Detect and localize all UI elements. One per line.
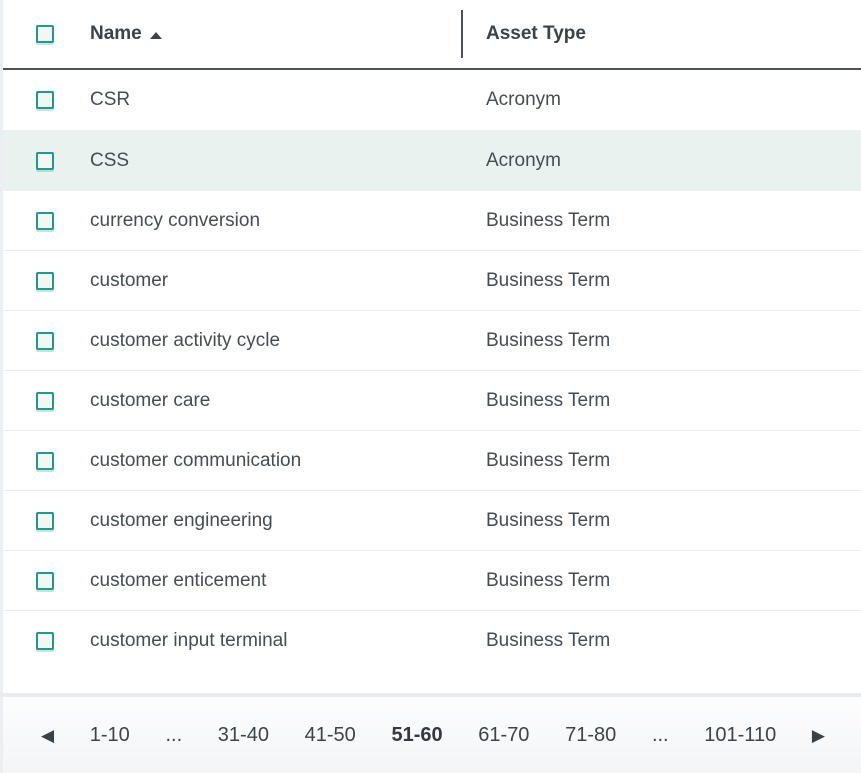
table-row[interactable]: customer care Business Term [3, 370, 861, 430]
row-name-cell[interactable]: customer engineering [90, 510, 461, 532]
asset-name: CSS [90, 149, 130, 171]
page-range-item[interactable]: 61-70 [478, 723, 530, 746]
row-checkbox-cell [3, 571, 90, 590]
column-header-name[interactable]: Name [90, 23, 461, 45]
select-all-checkbox[interactable] [36, 25, 54, 43]
row-checkbox[interactable] [36, 151, 54, 170]
asset-type: Business Term [486, 449, 611, 471]
row-checkbox[interactable] [36, 91, 54, 109]
asset-name: customer activity cycle [90, 329, 281, 351]
table-row[interactable]: customer activity cycle Business Term [3, 310, 861, 370]
row-checkbox[interactable] [36, 211, 54, 230]
row-name-cell[interactable]: currency conversion [90, 210, 461, 232]
page-range-item[interactable]: 71-80 [565, 723, 617, 746]
row-checkbox[interactable] [36, 511, 54, 530]
asset-name: customer input terminal [90, 629, 288, 651]
row-asset-type-cell: Business Term [461, 570, 861, 592]
row-asset-type-cell: Acronym [461, 150, 861, 172]
footer-gap [3, 670, 861, 693]
row-checkbox-cell [3, 331, 90, 350]
row-checkbox[interactable] [36, 391, 54, 410]
row-asset-type-cell: Acronym [461, 89, 861, 111]
asset-type: Business Term [486, 209, 611, 231]
asset-type: Business Term [486, 569, 611, 591]
row-checkbox-cell [3, 271, 90, 290]
row-name-cell[interactable]: customer enticement [90, 570, 461, 592]
sort-ascending-icon [149, 31, 162, 39]
row-name-cell[interactable]: customer [90, 270, 461, 292]
page-ellipsis: ... [165, 723, 183, 746]
row-asset-type-cell: Business Term [461, 330, 861, 352]
table-row[interactable]: customer engineering Business Term [3, 490, 861, 550]
page-range-item[interactable]: 51-60 [391, 723, 443, 746]
table-row[interactable]: currency conversion Business Term [3, 190, 861, 250]
row-asset-type-cell: Business Term [461, 450, 861, 472]
column-divider [461, 10, 463, 58]
next-page-icon[interactable]: ▶ [811, 725, 825, 745]
row-checkbox-cell [3, 511, 90, 530]
table-body: CSR Acronym CSS Acronym currency convers… [3, 70, 861, 670]
table-row[interactable]: customer Business Term [3, 250, 861, 310]
row-asset-type-cell: Business Term [461, 630, 861, 652]
header-checkbox-cell [3, 25, 90, 43]
row-checkbox-cell [3, 451, 90, 470]
row-name-cell[interactable]: CSR [90, 89, 461, 111]
row-checkbox[interactable] [36, 571, 54, 590]
asset-type: Acronym [486, 89, 561, 110]
table-row[interactable]: CSS Acronym [3, 130, 861, 190]
page-ellipsis: ... [651, 723, 669, 746]
column-header-asset-type[interactable]: Asset Type [461, 23, 861, 45]
row-name-cell[interactable]: customer input terminal [90, 630, 461, 652]
previous-page-icon[interactable]: ◀ [41, 725, 55, 745]
asset-type: Acronym [486, 149, 561, 171]
asset-type: Business Term [486, 389, 611, 411]
row-checkbox[interactable] [36, 631, 54, 650]
row-checkbox-cell [3, 211, 90, 230]
table-header-row: Name Asset Type [3, 0, 861, 70]
row-checkbox[interactable] [36, 451, 54, 470]
asset-name: customer enticement [90, 569, 267, 591]
asset-name: CSR [90, 89, 131, 110]
page-range-item[interactable]: 1-10 [89, 723, 130, 746]
row-checkbox-cell [3, 151, 90, 170]
row-asset-type-cell: Business Term [461, 270, 861, 292]
row-checkbox[interactable] [36, 271, 54, 290]
row-checkbox-cell [3, 91, 90, 109]
row-checkbox-cell [3, 391, 90, 410]
column-header-name-label: Name [90, 23, 142, 44]
row-asset-type-cell: Business Term [461, 510, 861, 532]
row-name-cell[interactable]: customer activity cycle [90, 330, 461, 352]
asset-name: customer [90, 269, 169, 291]
footer-divider [3, 693, 861, 697]
asset-name: customer engineering [90, 509, 273, 531]
table-row[interactable]: customer communication Business Term [3, 430, 861, 490]
row-name-cell[interactable]: customer care [90, 390, 461, 412]
row-name-cell[interactable]: CSS [90, 150, 461, 172]
pagination-bar: ◀ 1-10... 31-40 41-50 51-60 61-70 71-80... 101… [3, 697, 861, 773]
page-range-item[interactable]: 101-110 [704, 723, 777, 746]
row-asset-type-cell: Business Term [461, 390, 861, 412]
asset-name: customer care [90, 389, 211, 411]
row-asset-type-cell: Business Term [461, 210, 861, 232]
asset-type: Business Term [486, 329, 611, 351]
table-row[interactable]: CSR Acronym [3, 70, 861, 130]
asset-type: Business Term [486, 269, 611, 291]
asset-type: Business Term [486, 509, 611, 531]
page-range-item[interactable]: 41-50 [304, 723, 356, 746]
asset-name: currency conversion [90, 209, 261, 231]
row-checkbox-cell [3, 631, 90, 650]
row-name-cell[interactable]: customer communication [90, 450, 461, 472]
page-range-item[interactable]: 31-40 [217, 723, 269, 746]
table-row[interactable]: customer enticement Business Term [3, 550, 861, 610]
table-row[interactable]: customer input terminal Business Term [3, 610, 861, 670]
row-checkbox[interactable] [36, 331, 54, 350]
asset-type: Business Term [486, 629, 611, 651]
asset-name: customer communication [90, 449, 302, 471]
column-header-asset-type-label: Asset Type [486, 23, 586, 44]
